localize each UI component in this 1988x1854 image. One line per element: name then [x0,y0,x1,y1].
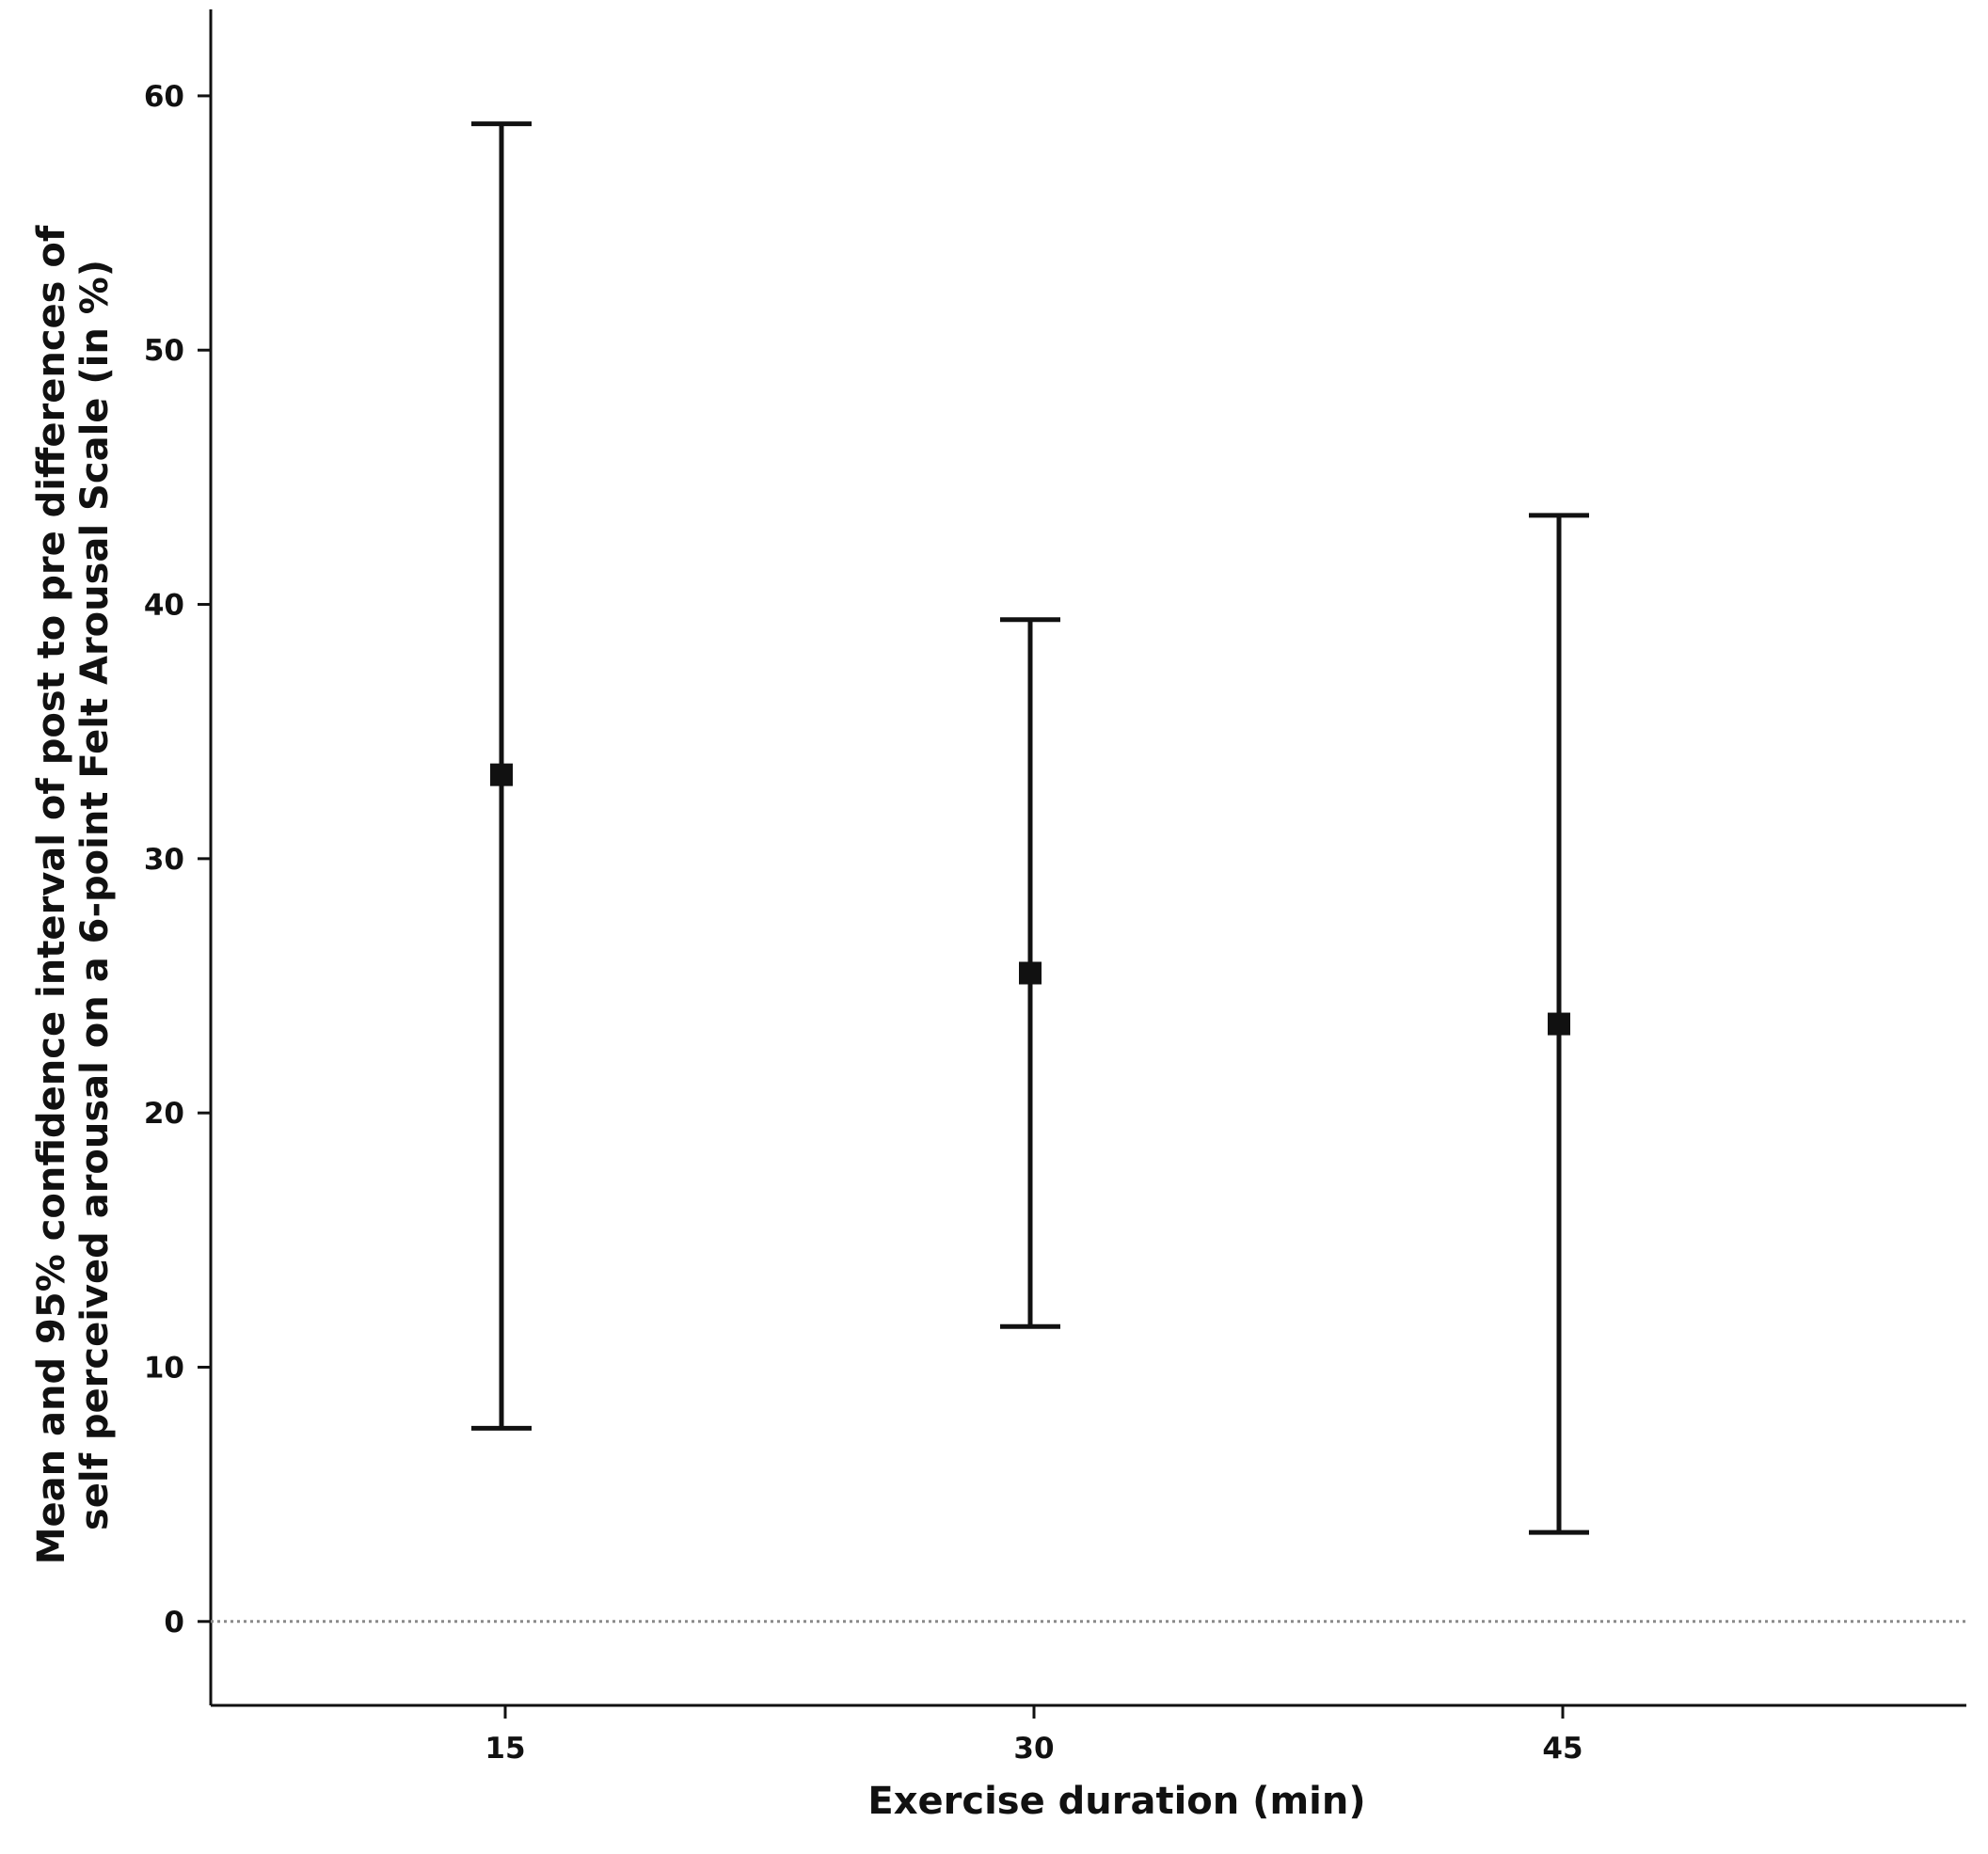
y-tick-label: 50 [144,334,184,368]
plot-area [471,121,1589,1535]
x-tick-label: 30 [1013,1732,1054,1766]
error-bar-group [1000,617,1060,1329]
axes: 0 10 20 30 40 50 60 15 30 45 [144,9,1966,1766]
x-tick-label: 45 [1542,1732,1582,1766]
mean-marker [1548,1012,1570,1036]
x-axis-title: Exercise duration (min) [867,1780,1365,1823]
y-tick-label: 40 [144,589,184,623]
y-axis-title-line-2: self perceived arousal on a 6-point Felt… [73,260,117,1530]
error-bar-group [1529,513,1589,1535]
mean-marker [1019,961,1042,985]
x-tick-label: 15 [485,1732,525,1766]
y-tick-label: 60 [144,80,184,114]
y-tick-label: 30 [144,843,184,877]
y-tick-label: 0 [164,1606,184,1640]
y-tick-label: 20 [144,1097,184,1131]
error-bar-group [471,121,532,1431]
mean-marker [490,763,513,786]
y-tick-label: 10 [144,1351,184,1385]
y-axis-title-line-1: Mean and 95% confidence interval of post… [30,225,73,1564]
